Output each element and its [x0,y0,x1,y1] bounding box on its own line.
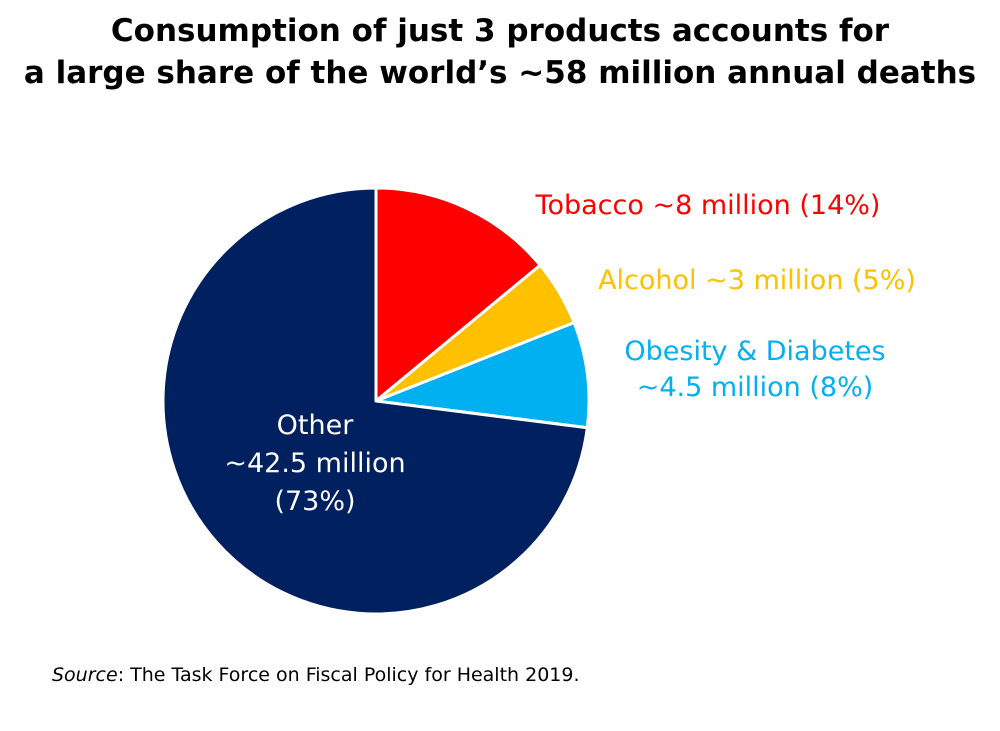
source-label: Source [52,664,118,686]
slice-label-line: Other [277,410,355,441]
source-note: Source: The Task Force on Fiscal Policy … [52,664,580,686]
source-text: : The Task Force on Fiscal Policy for He… [117,664,580,686]
slice-label-line: ~42.5 million [224,448,405,479]
slice-label-other: Other ~42.5 million (73%) [224,410,405,517]
slice-label-line: Alcohol ~3 million (5%) [598,265,916,296]
chart-title-line-2: a large share of the world’s ~58 million… [23,55,977,91]
slice-label-line: ~4.5 million (8%) [637,372,874,403]
slice-label-obesity-diabetes: Obesity & Diabetes ~4.5 million (8%) [624,336,885,403]
slice-label-alcohol: Alcohol ~3 million (5%) [598,265,916,296]
slice-label-tobacco: Tobacco ~8 million (14%) [535,190,881,221]
slice-label-line: (73%) [274,486,355,517]
pie-slice-other [161,186,589,616]
pie-slice-tobacco [374,186,542,403]
pie-slice-obesity-diabetes [374,321,591,430]
slice-label-line: Tobacco ~8 million (14%) [535,190,881,221]
slice-label-line: Obesity & Diabetes [624,336,885,367]
chart-title-line-1: Consumption of just 3 products accounts … [110,13,890,49]
chart-title: Consumption of just 3 products accounts … [0,10,1000,94]
